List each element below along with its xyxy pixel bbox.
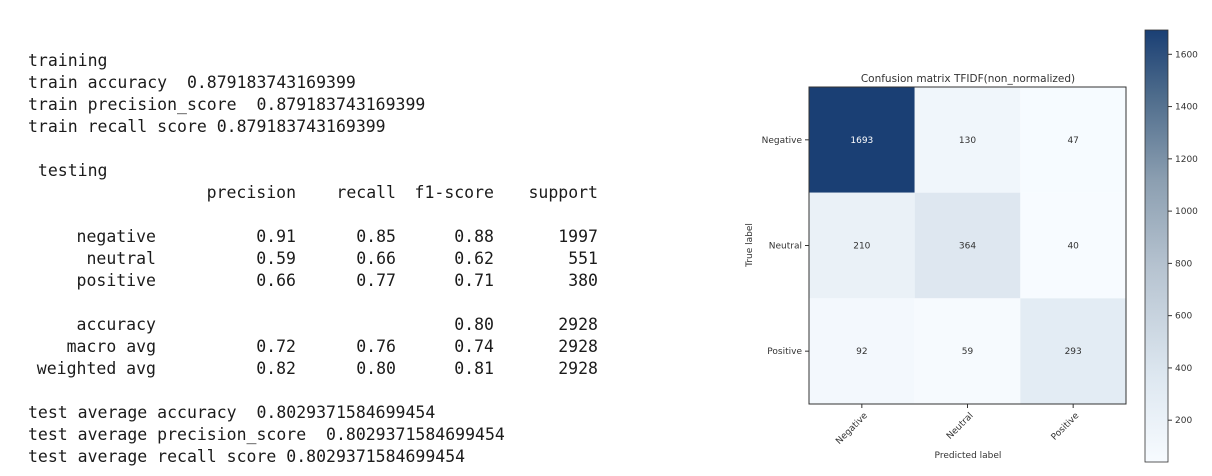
confusion-matrix-chart: Confusion matrix TFIDF(non_normalized) T… xyxy=(745,29,1198,463)
report-row-neutral: neutral 0.59 0.66 0.62 551 xyxy=(28,248,628,270)
train-accuracy-line: train accuracy 0.879183743169399 xyxy=(28,73,356,92)
chart-title: Confusion matrix TFIDF(non_normalized) xyxy=(861,73,1075,85)
heatmap-cell xyxy=(914,87,1021,193)
y-tick-labels: Negative Neutral Positive xyxy=(762,136,809,357)
cell-precision: 0.82 xyxy=(256,359,296,378)
colorbar-tick-label: 1200 xyxy=(1175,155,1198,165)
report-row-negative: negative 0.91 0.85 0.88 1997 xyxy=(28,226,628,248)
heatmap-cell xyxy=(1020,298,1126,404)
test-precision-line: test average precision_score 0.802937158… xyxy=(28,425,505,444)
row-label: accuracy xyxy=(76,315,156,334)
cell-f1-score: 0.74 xyxy=(454,337,494,356)
cell-value-label: 130 xyxy=(959,136,976,146)
row-label: positive xyxy=(76,271,156,290)
report-row-accuracy: accuracy 0.80 2928 xyxy=(28,314,628,336)
cell-value-label: 293 xyxy=(1065,347,1082,357)
header-f1-score: f1-score xyxy=(414,183,494,202)
cell-value-label: 47 xyxy=(1067,136,1078,146)
y-tick-label: Positive xyxy=(767,347,802,357)
cell-support: 380 xyxy=(568,271,598,290)
heatmap-cells: 1693 130 47 210 364 40 92 59 293 xyxy=(809,87,1126,404)
cell-recall: 0.85 xyxy=(356,227,396,246)
report-row-macro-avg: macro avg 0.72 0.76 0.74 2928 xyxy=(28,336,628,358)
colorbar xyxy=(1144,29,1169,463)
cell-support: 551 xyxy=(568,249,598,268)
colorbar-tick-label: 400 xyxy=(1175,364,1192,374)
header-support: support xyxy=(528,183,598,202)
train-precision-line: train precision_score 0.879183743169399 xyxy=(28,95,426,114)
spacer xyxy=(28,292,628,314)
colorbar-tick-label: 600 xyxy=(1175,312,1192,322)
colorbar-ticks: 200 400 600 800 1000 1200 1400 1600 xyxy=(1168,50,1198,426)
classification-report: precision recall f1-score support negati… xyxy=(28,182,628,380)
colorbar-tick-label: 1000 xyxy=(1175,207,1198,217)
x-tick-labels: Negative Neutral Positive xyxy=(834,404,1082,447)
row-label: weighted avg xyxy=(36,359,156,378)
spacer xyxy=(28,380,668,402)
heatmap-cell xyxy=(914,192,1021,299)
cell-value-label: 92 xyxy=(856,347,867,357)
y-tick-label: Neutral xyxy=(769,242,802,252)
cell-recall: 0.80 xyxy=(356,359,396,378)
header-recall: recall xyxy=(336,183,396,202)
cell-value-label: 210 xyxy=(853,242,870,252)
row-label: neutral xyxy=(86,249,156,268)
row-label: macro avg xyxy=(66,337,156,356)
y-tick-label: Negative xyxy=(762,136,803,146)
x-tick-label: Negative xyxy=(834,411,870,447)
colorbar-tick-label: 1600 xyxy=(1175,50,1198,60)
training-heading: training xyxy=(28,51,108,70)
y-axis-label: True label xyxy=(745,223,755,268)
cell-support: 2928 xyxy=(558,337,598,356)
header-precision: precision xyxy=(206,183,296,202)
cell-recall: 0.66 xyxy=(356,249,396,268)
cell-recall: 0.76 xyxy=(356,337,396,356)
report-header-row: precision recall f1-score support xyxy=(28,182,628,204)
cell-f1-score: 0.71 xyxy=(454,271,494,290)
x-tick-label: Neutral xyxy=(945,411,976,442)
heatmap-cell xyxy=(1020,87,1126,193)
cell-support: 2928 xyxy=(558,359,598,378)
test-accuracy-line: test average accuracy 0.8029371584699454 xyxy=(28,403,436,422)
cell-precision: 0.72 xyxy=(256,337,296,356)
x-tick-label: Positive xyxy=(1050,411,1082,443)
heatmap-cell xyxy=(809,87,915,193)
x-axis-label: Predicted label xyxy=(935,451,1002,461)
cell-precision: 0.66 xyxy=(256,271,296,290)
colorbar-tick-label: 200 xyxy=(1175,416,1192,426)
console-output: training train accuracy 0.87918374316939… xyxy=(28,50,668,468)
report-row-positive: positive 0.66 0.77 0.71 380 xyxy=(28,270,628,292)
testing-heading: testing xyxy=(28,161,108,180)
cell-value-label: 59 xyxy=(962,347,974,357)
heatmap-cell xyxy=(914,298,1021,404)
test-recall-line: test average recall score 0.802937158469… xyxy=(28,447,466,466)
cell-support: 1997 xyxy=(558,227,598,246)
cell-value-label: 1693 xyxy=(850,136,873,146)
heatmap-cell xyxy=(809,298,915,404)
cell-f1-score: 0.88 xyxy=(454,227,494,246)
cell-recall: 0.77 xyxy=(356,271,396,290)
cell-f1-score: 0.62 xyxy=(454,249,494,268)
cell-support: 2928 xyxy=(558,315,598,334)
spacer xyxy=(28,204,628,226)
cell-value-label: 364 xyxy=(959,242,976,252)
colorbar-tick-label: 1400 xyxy=(1175,103,1198,113)
row-label: negative xyxy=(76,227,156,246)
colorbar-tick-label: 800 xyxy=(1175,259,1192,269)
cell-f1-score: 0.80 xyxy=(454,315,494,334)
train-recall-line: train recall score 0.879183743169399 xyxy=(28,117,386,136)
spacer xyxy=(28,138,668,160)
cell-precision: 0.59 xyxy=(256,249,296,268)
cell-value-label: 40 xyxy=(1067,242,1079,252)
report-row-weighted-avg: weighted avg 0.82 0.80 0.81 2928 xyxy=(28,358,628,380)
heatmap-cell xyxy=(809,192,915,299)
cell-f1-score: 0.81 xyxy=(454,359,494,378)
heatmap-cell xyxy=(1020,192,1126,299)
cell-precision: 0.91 xyxy=(256,227,296,246)
